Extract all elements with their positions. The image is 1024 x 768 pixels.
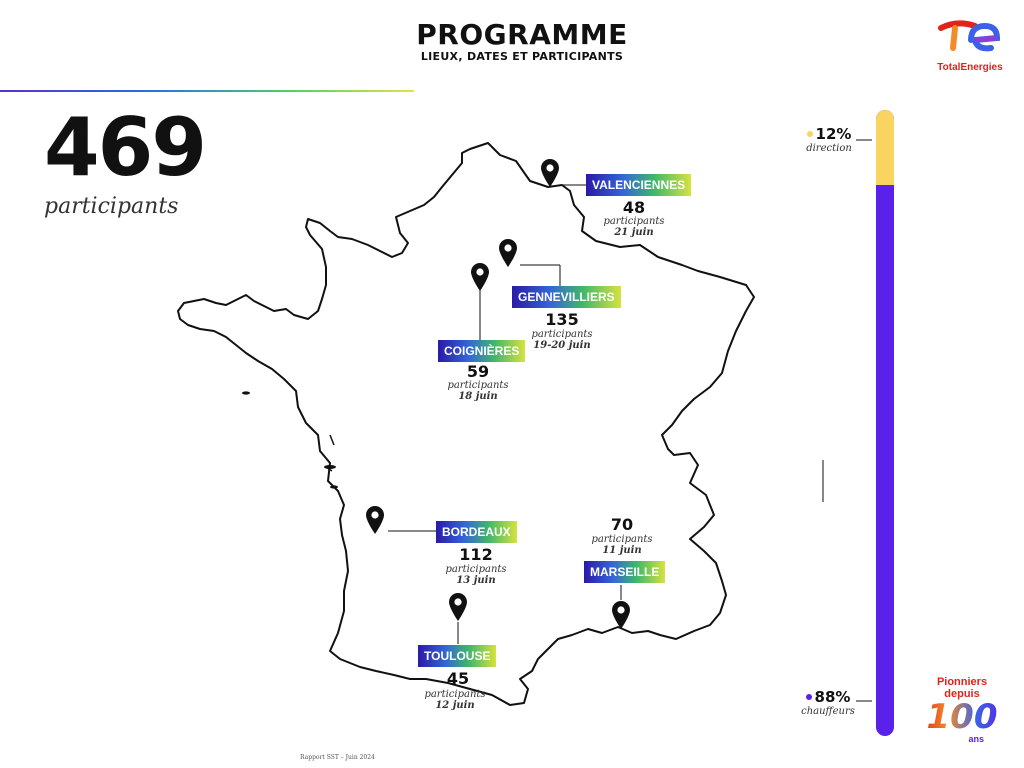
anniversary-line2: depuis <box>944 688 980 700</box>
site-count-marseille: 70 <box>610 515 634 534</box>
map-pin-icon <box>612 601 630 629</box>
site-info-coignieres: participants 18 juin <box>428 380 528 402</box>
map-pin-icon <box>541 159 559 187</box>
site-count-gennevilliers: 135 <box>545 310 579 329</box>
header-gradient-line <box>0 90 414 92</box>
footer-text: Rapport SST – Juin 2024 <box>300 754 375 761</box>
anniversary-line1: Pionniers <box>936 676 988 688</box>
legend-dot-direction <box>806 131 813 137</box>
anniversary-number: 100 <box>918 700 1006 734</box>
totalenergies-logo: TotalEnergies <box>934 18 1006 73</box>
site-date: 21 juin <box>614 227 654 238</box>
site-tag-coignieres: COIGNIÈRES <box>438 340 526 362</box>
legend-direction: 12% direction <box>806 125 852 154</box>
site-info-marseille: participants 11 juin <box>572 534 672 556</box>
site-label: participants <box>591 534 653 545</box>
distribution-bar <box>876 110 894 736</box>
connector-lines <box>388 139 872 702</box>
site-count-valenciennes: 48 <box>622 198 646 217</box>
site-label: participants <box>445 564 507 575</box>
legend-chauffeurs: 88% chauffeurs <box>800 688 856 717</box>
site-label: participants <box>447 380 509 391</box>
site-tag-valenciennes: VALENCIENNES <box>586 174 692 196</box>
map-pin-icon <box>449 593 467 621</box>
page-subtitle: LIEUX, DATES ET PARTICIPANTS <box>420 50 624 63</box>
totalenergies-logo-mark <box>938 20 1001 52</box>
anniversary-logo: Pionniers depuis 100 ans <box>918 676 1006 744</box>
site-info-bordeaux: participants 13 juin <box>426 564 526 586</box>
map-pin-icon <box>499 239 517 267</box>
site-date: 12 juin <box>435 700 475 711</box>
site-count-bordeaux: 112 <box>459 545 493 564</box>
site-info-toulouse: participants 12 juin <box>405 689 505 711</box>
total-participants-label: participants <box>44 194 179 219</box>
france-map <box>177 142 755 706</box>
site-date: 13 juin <box>456 575 496 586</box>
site-date: 18 juin <box>458 391 498 402</box>
site-label: participants <box>531 329 593 340</box>
brand-name: TotalEnergies <box>937 62 1003 73</box>
site-count-toulouse: 45 <box>446 669 470 688</box>
legend-label-direction: direction <box>806 143 852 154</box>
total-participants-value: 469 <box>44 101 207 194</box>
site-tag-toulouse: TOULOUSE <box>418 645 497 667</box>
site-tag-marseille: MARSEILLE <box>584 561 666 583</box>
legend-dot-chauffeurs <box>805 694 812 700</box>
anniversary-suffix: ans <box>968 734 984 744</box>
site-count-coignieres: 59 <box>466 362 490 381</box>
site-info-valenciennes: participants 21 juin <box>584 216 684 238</box>
map-pin-icon <box>366 506 384 534</box>
site-label: participants <box>603 216 665 227</box>
legend-pct-chauffeurs: 88% <box>814 688 851 706</box>
legend-label-chauffeurs: chauffeurs <box>801 706 855 717</box>
page-title: PROGRAMME <box>416 18 628 51</box>
site-info-gennevilliers: participants 19-20 juin <box>512 329 612 351</box>
site-tag-bordeaux: BORDEAUX <box>436 521 517 543</box>
site-date: 11 juin <box>602 545 642 556</box>
map-pin-icon <box>471 263 489 291</box>
distribution-bar-direction <box>876 110 894 186</box>
site-label: participants <box>424 689 486 700</box>
site-date: 19-20 juin <box>533 340 591 351</box>
legend-pct-direction: 12% <box>815 125 852 143</box>
site-tag-gennevilliers: GENNEVILLIERS <box>512 286 621 308</box>
